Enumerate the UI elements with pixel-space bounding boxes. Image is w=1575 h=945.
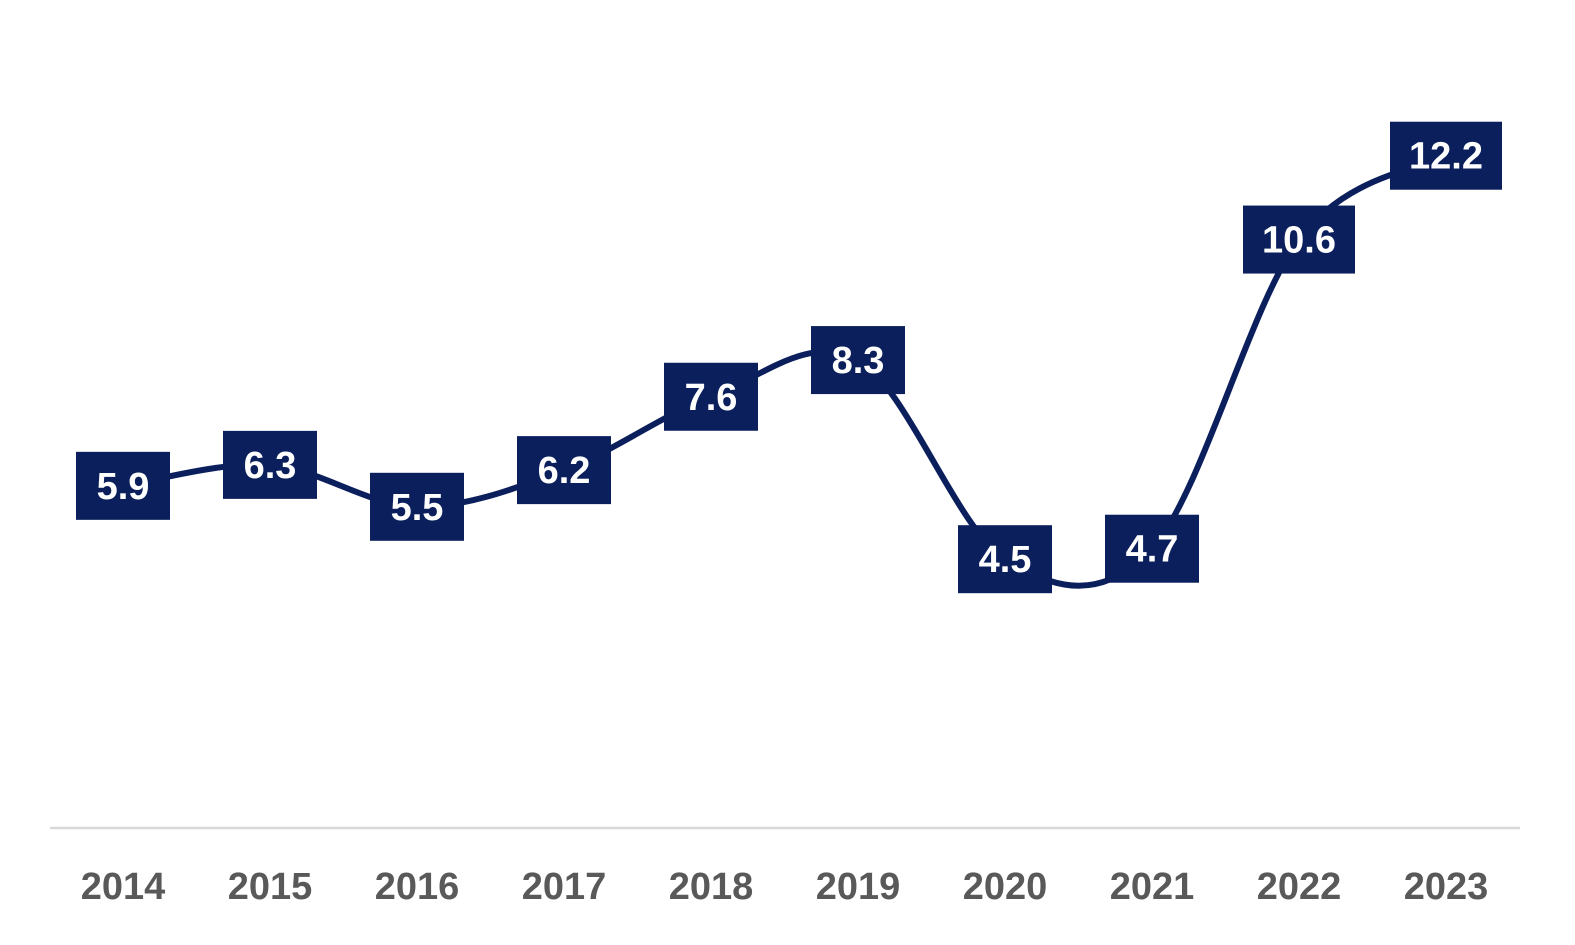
- x-tick-label-2015: 2015: [228, 866, 313, 908]
- data-label-text: 5.5: [391, 487, 444, 529]
- data-label-text: 5.9: [97, 466, 150, 508]
- data-label-box: [1243, 205, 1355, 274]
- data-label-box: [811, 326, 905, 395]
- data-label-text: 4.5: [979, 539, 1032, 581]
- x-axis-tick-labels: 2014 2015 2016 2017 2018 2019 2020 2021 2022 2023: [81, 866, 1489, 908]
- x-tick-label-2022: 2022: [1257, 866, 1342, 908]
- data-label-text: 8.3: [832, 340, 885, 382]
- data-label-box: [1390, 121, 1502, 190]
- data-label-box: [517, 436, 611, 505]
- data-label-box: [1105, 514, 1199, 583]
- data-label-2017: 6.2: [517, 436, 611, 505]
- x-tick-label-2014: 2014: [81, 866, 166, 908]
- data-label-text: 10.6: [1262, 220, 1336, 262]
- x-tick-label-2019: 2019: [816, 866, 901, 908]
- data-label-2019: 8.3: [811, 326, 905, 395]
- data-label-2018: 7.6: [664, 362, 758, 431]
- data-label-2015: 6.3: [223, 430, 317, 499]
- data-label-2022: 10.6: [1243, 205, 1355, 274]
- data-label-text: 7.6: [685, 377, 738, 419]
- data-label-box: [664, 362, 758, 431]
- x-tick-label-2018: 2018: [669, 866, 754, 908]
- data-label-2021: 4.7: [1105, 514, 1199, 583]
- data-label-box: [958, 525, 1052, 594]
- x-tick-label-2020: 2020: [963, 866, 1048, 908]
- x-tick-label-2016: 2016: [375, 866, 460, 908]
- data-label-2020: 4.5: [958, 525, 1052, 594]
- data-label-box: [76, 451, 170, 520]
- data-label-2023: 12.2: [1390, 121, 1502, 190]
- x-tick-label-2021: 2021: [1110, 866, 1195, 908]
- data-labels: 5.9 6.3 5.5 6.2 7.6 8.3 4.5 4.7 10.6 12.2: [76, 121, 1502, 594]
- data-label-text: 12.2: [1409, 136, 1483, 178]
- data-label-text: 6.3: [244, 445, 297, 487]
- data-label-2014: 5.9: [76, 451, 170, 520]
- data-label-box: [223, 430, 317, 499]
- x-tick-label-2023: 2023: [1404, 866, 1489, 908]
- x-tick-label-2017: 2017: [522, 866, 607, 908]
- data-label-text: 4.7: [1126, 529, 1179, 571]
- data-label-text: 6.2: [538, 450, 591, 492]
- data-label-2016: 5.5: [370, 472, 464, 541]
- data-label-box: [370, 472, 464, 541]
